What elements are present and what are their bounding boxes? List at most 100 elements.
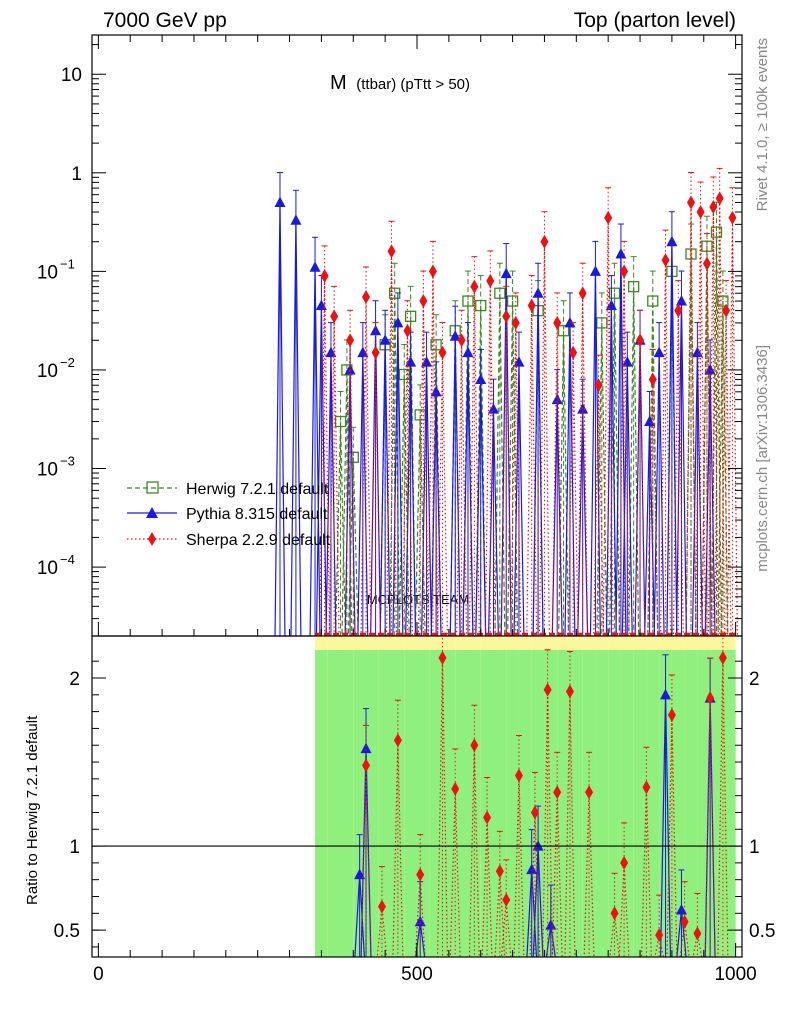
ratio-band-inner-bin: [315, 650, 328, 957]
main-pythia-point: [551, 393, 563, 405]
main-sherpa-point: [569, 345, 578, 360]
ratio-sherpa-point: [438, 650, 447, 665]
ratio-band-inner-bin: [417, 650, 430, 957]
main-pythia-point: [462, 346, 474, 358]
main-pythia-point: [421, 356, 433, 367]
ratio-sherpa-point: [610, 906, 619, 921]
ratio-sherpa-point: [393, 733, 402, 748]
ratio-band-inner-bin: [493, 650, 507, 957]
ratio-band-inner-bin: [327, 650, 341, 957]
ratio-band-inner-bin: [340, 650, 354, 957]
main-sherpa-point: [346, 333, 355, 348]
ratio-panel-content: [315, 636, 736, 957]
ratio-sherpa-point: [693, 926, 702, 941]
main-sherpa-point: [636, 333, 645, 348]
ratio-band-inner-bin: [378, 650, 392, 957]
main-ytick-label: 10: [61, 65, 82, 86]
main-sherpa-point: [648, 372, 657, 387]
ratio-sherpa-point: [680, 914, 689, 929]
ratio-sherpa-point: [495, 864, 504, 879]
ratio-pythia-point: [360, 742, 372, 754]
legend-entry-sherpa: Sherpa 2.2.9 default: [127, 532, 331, 549]
legend-sherpa-label: Sherpa 2.2.9 default: [186, 532, 331, 549]
main-pythia-point: [487, 403, 499, 414]
ratio-band-inner-bin: [429, 650, 443, 957]
ratio-sherpa-point: [565, 684, 574, 699]
main-pythia-point: [370, 324, 382, 336]
ratio-sherpa-point: [377, 899, 386, 914]
main-ytick-label-exp: −2: [60, 355, 75, 370]
ratio-sherpa-line: [360, 657, 729, 957]
main-sherpa-point: [387, 244, 396, 259]
main-sherpa-point: [371, 345, 380, 360]
ratio-sherpa-point: [530, 805, 539, 820]
legend-pythia-marker: [146, 507, 158, 518]
main-pythia-point: [392, 316, 404, 328]
ratio-sherpa-point: [553, 785, 562, 800]
main-pythia-point: [675, 295, 687, 306]
main-pythia-point: [379, 334, 391, 345]
ratio-band-inner-bin: [518, 650, 532, 957]
main-sherpa-point: [728, 210, 737, 225]
ratio-pythia-point: [675, 903, 687, 915]
main-sherpa-point: [362, 289, 371, 304]
ratio-band-inner-bin: [595, 650, 609, 957]
main-pythia-point: [513, 356, 525, 367]
header-right: Top (parton level): [574, 9, 736, 32]
main-herwig-point: [494, 287, 506, 299]
main-pythia-point: [315, 299, 327, 311]
main-pythia-point: [290, 214, 302, 225]
ratio-xtick-label: 0: [93, 964, 104, 985]
ratio-sherpa-point: [585, 785, 594, 800]
main-sherpa-point: [457, 333, 466, 348]
header-left: 7000 GeV pp: [103, 9, 227, 32]
main-panel-content: [274, 167, 738, 636]
ratio-ytick-label: 2: [69, 669, 80, 690]
legend-herwig-marker: [146, 481, 159, 494]
ratio-band-inner-bin: [480, 650, 494, 957]
main-ytick-label: 10: [37, 460, 58, 481]
ratio-band-inner-bin: [467, 650, 481, 957]
main-sherpa-point: [722, 303, 731, 318]
legend-pythia-label: Pythia 8.315 default: [186, 506, 328, 523]
main-sherpa-point: [604, 210, 613, 225]
main-pythia-point: [357, 346, 369, 358]
main-pythia-point: [344, 363, 356, 375]
main-pythia-point: [621, 356, 633, 367]
main-ytick-label: 10: [37, 558, 58, 579]
main-pythia-point: [691, 346, 703, 358]
ratio-sherpa-point: [362, 758, 371, 773]
ratio-ytick-label: 1: [69, 837, 80, 858]
ratio-ytick-label-right: 1: [749, 837, 760, 858]
main-sherpa-point: [594, 378, 603, 393]
main-pythia-point: [274, 196, 286, 207]
ratio-sherpa-point: [543, 682, 552, 697]
ratio-band-inner-bin: [506, 650, 519, 957]
main-sherpa-point: [553, 315, 562, 330]
ratio-band-inner-bin: [569, 650, 583, 957]
main-ytick-label: 10: [37, 262, 58, 283]
main-sherpa-point: [502, 309, 511, 324]
main-pythia-point: [615, 248, 627, 259]
ratio-pythia-line: [354, 694, 716, 957]
main-sherpa-point: [620, 264, 629, 279]
ratio-band-inner-bin: [722, 650, 736, 957]
main-herwig-point: [475, 299, 487, 312]
main-pythia-point: [430, 385, 442, 397]
ratio-band-inner-bin: [442, 650, 456, 957]
ratio-sherpa-point: [451, 781, 460, 796]
ratio-sherpa-point: [667, 707, 676, 722]
rivet-label: Rivet 4.1.0, ≥ 100k events: [754, 38, 771, 211]
ratio-ytick-label-right: 2: [749, 669, 760, 690]
main-ytick-label: 10: [37, 361, 58, 382]
main-sherpa-point: [674, 303, 683, 318]
main-pythia-point: [605, 299, 617, 311]
main-sherpa-point: [403, 323, 412, 338]
main-sherpa-point: [715, 191, 724, 206]
main-sherpa-point: [330, 309, 339, 324]
main-herwig-point: [506, 295, 519, 307]
main-sherpa-point: [696, 205, 705, 220]
main-sherpa-point: [661, 253, 670, 268]
main-sherpa-point: [438, 345, 447, 360]
